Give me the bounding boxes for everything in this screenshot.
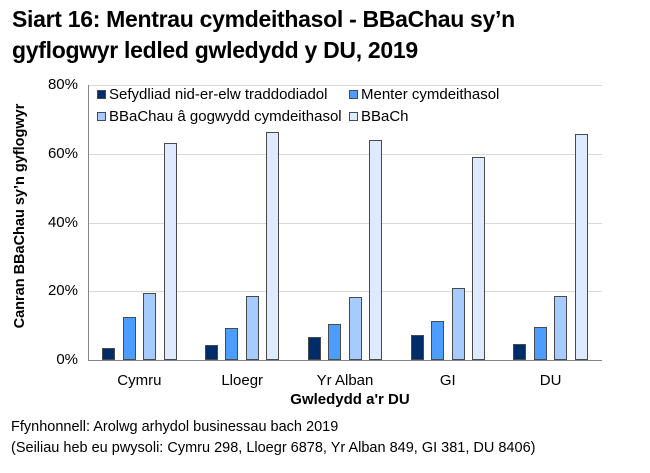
source-note: Ffynhonnell: Arolwg arhydol businessau b… xyxy=(11,417,535,459)
bar xyxy=(348,297,362,360)
bar xyxy=(513,344,527,360)
y-tick-label: 0% xyxy=(56,351,78,368)
legend-swatch-icon xyxy=(97,112,106,121)
bar xyxy=(451,287,465,360)
legend-label: Sefydliad nid-er-elw traddodiadol xyxy=(109,86,328,103)
legend-swatch-icon xyxy=(349,112,358,121)
gridline xyxy=(88,85,602,86)
bases-text: (Seiliau heb eu pwysoli: Cymru 298, Lloe… xyxy=(11,440,536,456)
bar xyxy=(472,157,486,360)
gridline xyxy=(88,291,602,293)
bar xyxy=(574,133,588,360)
bar xyxy=(410,334,424,360)
y-tick-label: 20% xyxy=(47,282,78,300)
legend-label: BBaChau â gogwydd cymdeithasol xyxy=(109,108,342,125)
legend-swatch-icon xyxy=(97,90,106,99)
chart-title: Siart 16: Mentrau cymdeithasol - BBaChau… xyxy=(12,4,642,66)
chart-title-line2: gyflogwyr ledled gwledydd y DU, 2019 xyxy=(12,37,418,63)
y-axis-line xyxy=(88,85,89,360)
bar xyxy=(245,296,259,360)
y-tick-label: 80% xyxy=(47,76,78,93)
bar xyxy=(122,316,136,360)
bar xyxy=(307,337,321,360)
x-tick-label: GI xyxy=(439,372,456,389)
y-tick-label: 40% xyxy=(47,213,78,231)
bar xyxy=(554,296,568,360)
bar xyxy=(143,292,157,360)
x-axis-line xyxy=(88,360,602,361)
x-tick-label: DU xyxy=(539,372,562,389)
legend-item: BBaChau â gogwydd cymdeithasol xyxy=(97,106,342,128)
bar xyxy=(266,132,280,360)
bar xyxy=(102,347,116,360)
legend-item: BBaCh xyxy=(349,106,409,128)
legend-label: Menter cymdeithasol xyxy=(361,86,500,103)
bar xyxy=(328,324,342,360)
bar xyxy=(163,143,177,360)
source-text: Ffynhonnell: Arolwg arhydol businessau b… xyxy=(11,419,339,435)
x-tick-label: Lloegr xyxy=(221,372,264,389)
bar xyxy=(369,140,383,360)
legend-label: BBaCh xyxy=(361,108,409,125)
x-tick-label: Yr Alban xyxy=(316,372,374,389)
legend-swatch-icon xyxy=(349,90,358,99)
plot-area xyxy=(88,85,602,361)
bar xyxy=(533,327,547,360)
legend-item: Sefydliad nid-er-elw traddodiadol xyxy=(97,84,327,106)
gridline xyxy=(88,222,602,224)
x-tick-label: Cymru xyxy=(117,372,162,389)
bar xyxy=(431,321,445,360)
legend-item: Menter cymdeithasol xyxy=(349,84,499,106)
chart-title-line1: Siart 16: Mentrau cymdeithasol - BBaChau… xyxy=(12,6,515,32)
bar xyxy=(225,328,239,360)
y-axis-label: Canran BBaChau sy’n gyflogwyr xyxy=(12,103,28,329)
x-axis-label: Gwledydd a'r DU xyxy=(290,391,410,408)
bar xyxy=(204,344,218,360)
gridline xyxy=(88,153,602,155)
y-tick-label: 60% xyxy=(47,144,78,162)
